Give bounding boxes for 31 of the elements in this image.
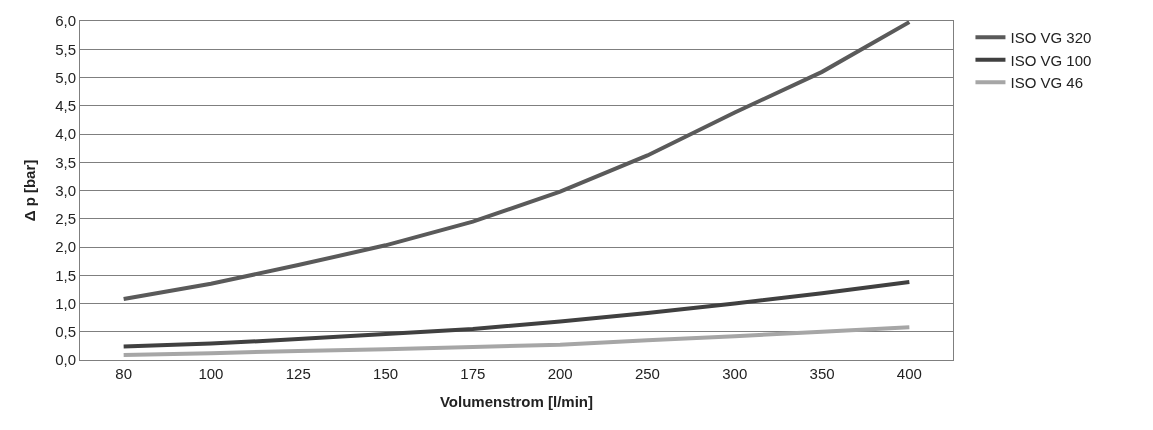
- y-tick-label: 1,0: [55, 294, 76, 312]
- y-tick-label: 1,5: [55, 266, 76, 284]
- x-tick-label: 350: [809, 365, 835, 382]
- x-tick-label: 400: [896, 365, 922, 382]
- legend-label: ISO VG 100: [1010, 51, 1092, 69]
- legend-label: ISO VG 320: [1010, 29, 1092, 47]
- y-tick-label: 3,0: [55, 181, 76, 199]
- x-tick-label: 250: [634, 365, 660, 382]
- y-tick-label: 6,0: [55, 12, 76, 30]
- line-series: [121, 325, 912, 357]
- x-tick-label: 175: [460, 365, 486, 382]
- x-axis-title: Volumenstrom [l/min]: [439, 393, 594, 410]
- y-tick-label: 3,5: [55, 153, 76, 171]
- y-tick-label: 2,0: [55, 238, 76, 256]
- y-tick-label: 2,5: [55, 210, 76, 227]
- x-tick-label: 80: [115, 365, 132, 382]
- line-series: [121, 21, 912, 301]
- y-tick-label: 4,5: [55, 97, 76, 114]
- y-tick-label: 4,0: [55, 125, 76, 143]
- x-tick-label: 300: [722, 365, 748, 382]
- y-tick-label: 0,0: [55, 351, 76, 369]
- line-series: [121, 280, 912, 349]
- x-tick-label: 150: [373, 365, 399, 382]
- y-tick-label: 5,0: [55, 68, 76, 86]
- legend-label: ISO VG 46: [1010, 74, 1084, 92]
- y-tick-label: 0,5: [55, 323, 76, 340]
- x-tick-label: 200: [547, 365, 573, 382]
- x-tick-label: 125: [285, 365, 311, 382]
- y-tick-label: 5,5: [55, 40, 76, 58]
- y-axis-title: Δ p [bar]: [21, 159, 39, 222]
- x-tick-label: 100: [198, 365, 224, 382]
